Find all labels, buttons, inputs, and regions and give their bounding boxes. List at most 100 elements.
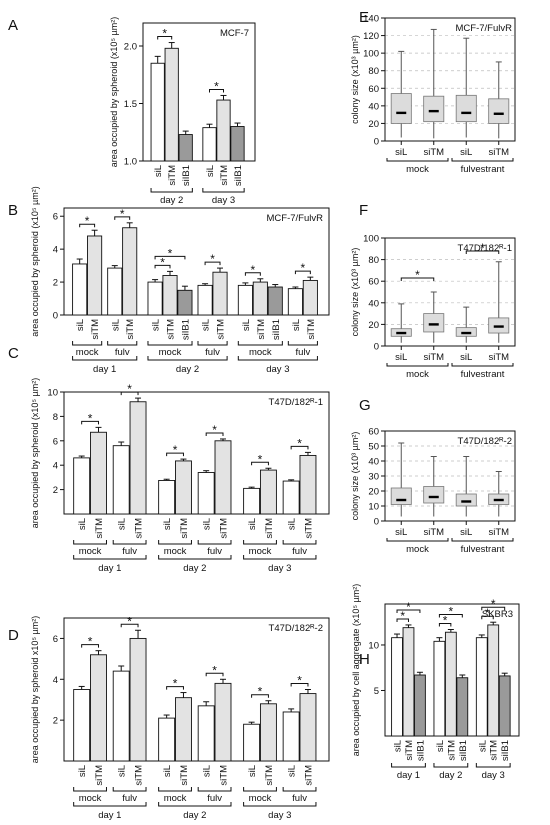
category-label: siTM — [94, 518, 105, 539]
category-label: siL — [117, 765, 128, 777]
category-label: siL — [162, 765, 173, 777]
bar — [162, 275, 178, 316]
significance-star: * — [168, 246, 173, 260]
category-label: siTM — [216, 319, 227, 340]
significance-bracket — [244, 272, 261, 276]
panel-title: T47D/182ᴿ-2 — [458, 436, 512, 447]
category-label: siTM — [179, 518, 190, 539]
group-bracket — [107, 341, 138, 346]
category-label: siL — [117, 518, 128, 530]
significance-star: * — [443, 613, 448, 627]
group-bracket — [282, 787, 317, 792]
bar — [456, 677, 469, 737]
bar — [175, 697, 192, 762]
bar — [73, 457, 91, 515]
box — [488, 98, 510, 124]
group-bracket — [197, 540, 232, 545]
category-label: siTM — [404, 740, 415, 761]
panel-a: A MCF-7 1.0 1.5 2.0 area occupied by spheroid… — [8, 17, 256, 206]
bar — [391, 637, 403, 737]
significance-bracket — [438, 622, 452, 627]
group-bracket — [158, 787, 192, 792]
significance-star: * — [173, 443, 178, 457]
group-bracket — [243, 787, 277, 792]
y-tick-label: 6 — [53, 212, 58, 223]
bar — [129, 637, 147, 762]
y-tick-label: 30 — [368, 472, 379, 483]
y-axis-label: colony size (x10³ µm²) — [350, 248, 360, 337]
panel-title: SKBR3 — [482, 609, 513, 620]
category-label: siL — [241, 319, 252, 331]
group-bracket — [158, 802, 232, 807]
significance-bracket — [396, 618, 409, 622]
bar — [237, 284, 253, 316]
significance-star: * — [491, 597, 496, 611]
bar — [299, 693, 317, 762]
y-tick-label: 40 — [368, 101, 379, 112]
group-label: fulv — [295, 347, 310, 358]
y-tick-label: 0 — [374, 342, 379, 353]
y-tick-label: 1.0 — [124, 157, 137, 168]
bar — [287, 288, 303, 316]
group-bracket — [243, 540, 277, 545]
category-label: siTM — [264, 765, 275, 786]
bar — [73, 689, 91, 762]
plot-frame — [63, 391, 330, 515]
group-label: fulvestrant — [461, 544, 505, 555]
group-label: day 2 — [183, 563, 206, 574]
category-label: siIB1 — [271, 319, 282, 340]
group-label: fulv — [205, 347, 220, 358]
significance-star: * — [406, 600, 411, 614]
group-bracket — [73, 555, 147, 560]
bar — [267, 286, 283, 316]
significance-star: * — [120, 207, 125, 221]
significance-bracket — [290, 445, 309, 450]
bar — [299, 454, 317, 515]
category-label: siTM — [125, 319, 136, 340]
group-bracket — [237, 356, 318, 361]
group-label: day 1 — [397, 770, 420, 781]
significance-bracket — [396, 609, 421, 613]
group-label: mock — [249, 546, 272, 557]
group-bracket — [386, 538, 449, 542]
bar — [475, 637, 488, 737]
panel-f: F 0 20 40 60 80 100 T47D/182ᴿ-1 colony size (x10… — [350, 202, 516, 380]
y-tick-label: 4 — [53, 245, 58, 256]
bar — [197, 284, 213, 316]
category-label: siIB1 — [180, 319, 191, 340]
plot-frame — [142, 22, 256, 162]
category-label: siTM — [303, 765, 314, 786]
group-bracket — [433, 763, 469, 768]
y-tick-label: 2.0 — [124, 42, 137, 53]
y-tick-label: 0 — [374, 517, 379, 528]
y-axis-label: area occupied by cell aggregate (x10⁵ µm… — [351, 584, 361, 757]
category-label: siTM — [179, 765, 190, 786]
significance-star: * — [301, 261, 306, 275]
category-label: siL — [77, 765, 88, 777]
y-tick-label: 120 — [363, 31, 379, 42]
group-bracket — [287, 341, 318, 346]
group-label: day 2 — [439, 770, 462, 781]
y-tick-label: 4 — [53, 675, 58, 686]
y-tick-label: 10 — [47, 388, 58, 399]
significance-star: * — [210, 252, 215, 266]
y-tick-label: 10 — [368, 640, 379, 651]
panel-b: B MCF-7/FulvR 0 2 4 6 area occupied by spheroi… — [8, 186, 330, 375]
panel-title: T47D/182ᴿ-1 — [269, 397, 323, 408]
category-label: siTM — [219, 765, 230, 786]
significance-star: * — [214, 79, 219, 93]
category-label: siTM — [489, 740, 500, 761]
group-bracket — [158, 555, 232, 560]
group-label: mock — [406, 369, 429, 380]
category-label: siTM — [488, 352, 509, 363]
panel-g: G 0 10 20 30 40 50 60 T47D/182ᴿ-2 colony size (x1… — [350, 397, 516, 555]
panel-letter: F — [359, 202, 368, 219]
bar — [197, 472, 215, 515]
category-label: siTM — [90, 319, 101, 340]
group-label: day 1 — [98, 563, 121, 574]
y-tick-label: 60 — [368, 277, 379, 288]
significance-star: * — [212, 423, 217, 437]
y-axis-label: area occupied by spheroid (x10⁵ µm²) — [109, 17, 119, 168]
bar — [87, 235, 103, 316]
category-label: siTM — [488, 147, 509, 158]
